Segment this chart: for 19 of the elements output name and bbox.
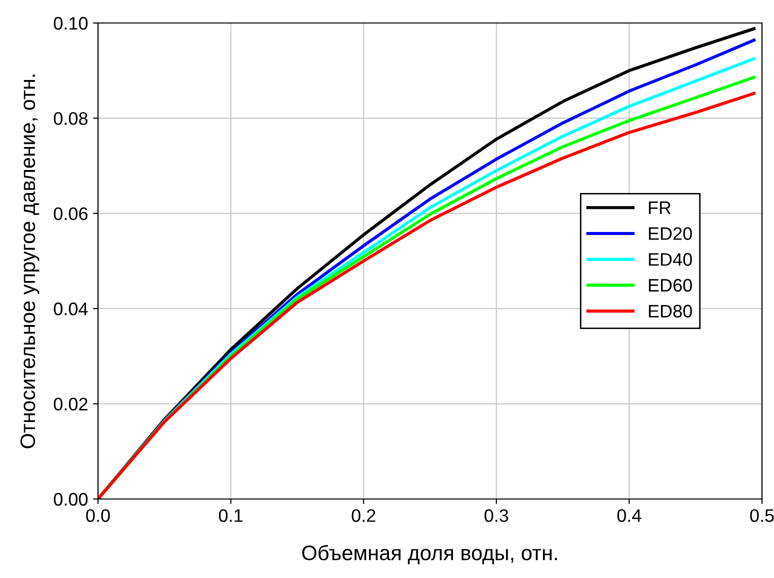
- y-tick-label: 0.08: [54, 112, 88, 125]
- legend-label: FR: [648, 202, 671, 214]
- y-axis-title: Относительное упругое давление, отн.: [20, 74, 40, 448]
- y-tick-label: 0.04: [54, 302, 88, 316]
- x-tick-label: 0.0: [86, 509, 110, 522]
- legend-label: ED40: [648, 253, 692, 266]
- y-tick-label: 0.00: [54, 492, 88, 506]
- y-tick-label: 0.02: [54, 398, 88, 411]
- legend-label: ED20: [648, 227, 692, 240]
- legend-label: ED60: [648, 278, 692, 292]
- x-tick-label: 0.5: [750, 509, 774, 522]
- legend-label: ED80: [648, 304, 692, 318]
- x-tick-label: 0.1: [218, 509, 242, 522]
- y-tick-label: 0.10: [54, 16, 88, 30]
- x-tick-label: 0.3: [484, 509, 508, 522]
- y-tick-label: 0.06: [54, 207, 88, 220]
- x-tick-label: 0.2: [352, 509, 376, 522]
- x-axis-title: Объемная доля воды, отн.: [302, 544, 557, 564]
- x-tick-label: 0.4: [617, 509, 642, 522]
